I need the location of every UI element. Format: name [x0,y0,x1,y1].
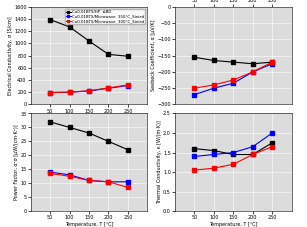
Y-axis label: Electrical Conductivity, σ [S/cm]: Electrical Conductivity, σ [S/cm] [8,16,13,95]
Legend: Cu0.01BTS/HP  ≤BD, Cu0.01BTS/Microwave  350°C_Sinied, Cu0.01BTS/Microwave  300°C: Cu0.01BTS/HP ≤BD, Cu0.01BTS/Microwave 35… [65,9,146,24]
X-axis label: Temperature, T [°C]: Temperature, T [°C] [65,222,113,227]
X-axis label: Temperature, T [°C]: Temperature, T [°C] [65,115,113,120]
Y-axis label: Power Factor, α²σ [μW/(cm·K²)]: Power Factor, α²σ [μW/(cm·K²)] [14,124,19,200]
Y-axis label: Seebeck Coefficient, α [μV/K]: Seebeck Coefficient, α [μV/K] [151,20,156,91]
X-axis label: Temperature, T [°C]: Temperature, T [°C] [209,222,258,227]
Y-axis label: Thermal Conductivity, κ [W/(m·K)]: Thermal Conductivity, κ [W/(m·K)] [157,121,162,204]
